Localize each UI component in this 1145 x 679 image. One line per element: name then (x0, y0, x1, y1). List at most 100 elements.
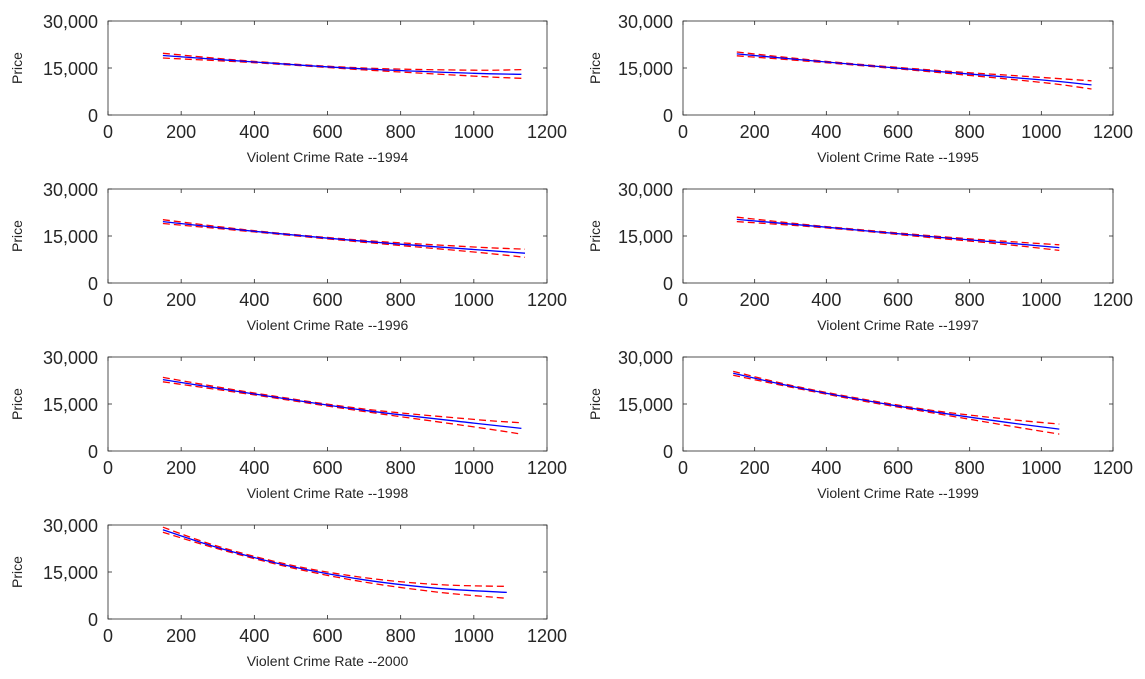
fit-line (162, 54, 522, 75)
x-tick-label: 600 (312, 626, 342, 646)
x-tick-label: 800 (955, 290, 985, 310)
x-tick-label: 400 (239, 290, 269, 310)
ci-upper-line (162, 376, 522, 424)
x-tick-label: 800 (386, 626, 416, 646)
fit-line (162, 220, 526, 254)
chart-panel-2: 0 200 400 600 800 1000 1200 0 15,000 30,000 Violen… (587, 12, 1133, 165)
x-tick-label: 200 (166, 458, 196, 478)
ci-upper-line (736, 51, 1092, 82)
x-tick-label: 1200 (1093, 122, 1133, 142)
fit-line (736, 218, 1060, 249)
x-tick-label: 200 (740, 290, 770, 310)
ci-lower-line (162, 531, 507, 599)
x-tick-label: 0 (678, 458, 688, 478)
y-tick-label: 15,000 (618, 59, 673, 79)
x-tick-label: 400 (239, 122, 269, 142)
x-axis-label: Violent Crime Rate --1995 (817, 149, 979, 165)
x-tick-label: 400 (239, 458, 269, 478)
chart-panel-7: 0 200 400 600 800 1000 1200 0 15,000 30,000 Violen… (9, 516, 567, 669)
y-axis-label: Price (587, 220, 603, 252)
fit-line (162, 529, 507, 594)
y-tick-label: 0 (88, 274, 98, 294)
x-tick-label: 400 (239, 626, 269, 646)
x-tick-label: 1000 (1021, 122, 1061, 142)
plot-frame (107, 20, 548, 116)
y-tick-label: 30,000 (43, 348, 98, 368)
x-tick-label: 1200 (1093, 290, 1133, 310)
x-tick-label: 0 (103, 290, 113, 310)
y-tick-label: 30,000 (618, 180, 673, 200)
x-tick-label: 1200 (527, 290, 567, 310)
ci-upper-line (162, 526, 507, 588)
x-tick-label: 600 (883, 290, 913, 310)
x-tick-label: 400 (811, 290, 841, 310)
y-tick-label: 15,000 (43, 227, 98, 247)
x-tick-label: 200 (166, 122, 196, 142)
y-axis-label: Price (9, 220, 25, 252)
y-tick-label: 15,000 (43, 395, 98, 415)
ci-lower-line (162, 57, 522, 79)
x-tick-label: 1200 (527, 122, 567, 142)
y-tick-label: 15,000 (618, 395, 673, 415)
plot-frame (682, 356, 1114, 452)
chart-panel-6: 0 200 400 600 800 1000 1200 0 15,000 30,000 Violen… (587, 348, 1133, 501)
fit-line (736, 53, 1092, 86)
x-tick-label: 1000 (454, 458, 494, 478)
y-tick-label: 0 (663, 274, 673, 294)
chart-panel-1: 0 200 400 600 800 1000 1200 0 15,000 30,000 Violen… (9, 12, 567, 165)
x-axis-label: Violent Crime Rate --1998 (247, 485, 409, 501)
y-tick-label: 30,000 (43, 516, 98, 536)
x-tick-label: 200 (740, 458, 770, 478)
x-tick-label: 800 (386, 458, 416, 478)
x-tick-label: 600 (883, 458, 913, 478)
x-tick-label: 0 (678, 122, 688, 142)
y-tick-label: 15,000 (43, 59, 98, 79)
y-tick-label: 30,000 (618, 348, 673, 368)
x-axis-label: Violent Crime Rate --1997 (817, 317, 979, 333)
y-axis-label: Price (587, 388, 603, 420)
fit-line (162, 378, 522, 430)
x-tick-label: 800 (386, 290, 416, 310)
x-tick-label: 400 (811, 122, 841, 142)
x-tick-label: 1200 (527, 626, 567, 646)
ci-upper-line (733, 370, 1060, 425)
x-tick-label: 1000 (454, 122, 494, 142)
y-tick-label: 15,000 (43, 563, 98, 583)
x-tick-label: 1000 (454, 626, 494, 646)
x-tick-label: 1200 (1093, 458, 1133, 478)
x-tick-label: 1200 (527, 458, 567, 478)
x-tick-label: 800 (955, 458, 985, 478)
x-axis-label: Violent Crime Rate --1999 (817, 485, 979, 501)
x-tick-label: 800 (386, 122, 416, 142)
x-axis-label: Violent Crime Rate --1996 (247, 317, 409, 333)
ci-lower-line (736, 55, 1092, 90)
fit-line (733, 372, 1060, 430)
x-tick-label: 0 (678, 290, 688, 310)
y-tick-label: 0 (88, 610, 98, 630)
x-tick-label: 600 (312, 290, 342, 310)
y-axis-label: Price (9, 556, 25, 588)
x-tick-label: 0 (103, 626, 113, 646)
plot-frame (107, 188, 548, 284)
y-axis-label: Price (587, 52, 603, 84)
x-tick-label: 200 (166, 626, 196, 646)
x-tick-label: 600 (312, 122, 342, 142)
ci-lower-line (736, 220, 1060, 252)
y-tick-label: 0 (663, 442, 673, 462)
x-axis-label: Violent Crime Rate --1994 (247, 149, 409, 165)
ci-upper-line (736, 216, 1060, 246)
chart-panel-3: 0 200 400 600 800 1000 1200 0 15,000 30,000 Violen… (9, 180, 567, 333)
y-tick-label: 15,000 (618, 227, 673, 247)
x-tick-label: 600 (883, 122, 913, 142)
ci-lower-line (733, 374, 1060, 435)
chart-panel-5: 0 200 400 600 800 1000 1200 0 15,000 30,000 Violen… (9, 348, 567, 501)
x-tick-label: 0 (103, 458, 113, 478)
x-tick-label: 1000 (454, 290, 494, 310)
y-axis-label: Price (9, 388, 25, 420)
chart-panel-4: 0 200 400 600 800 1000 1200 0 15,000 30,000 Violen… (587, 180, 1133, 333)
x-tick-label: 1000 (1021, 458, 1061, 478)
ci-upper-line (162, 219, 526, 250)
x-tick-label: 600 (312, 458, 342, 478)
y-tick-label: 30,000 (43, 180, 98, 200)
